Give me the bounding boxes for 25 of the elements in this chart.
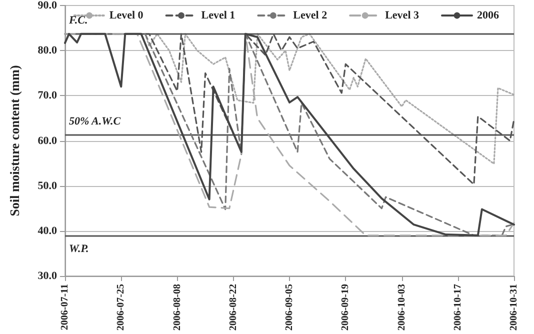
y-tick-label: 90.0 (38, 0, 58, 12)
y-tick-label: 80.0 (38, 44, 58, 57)
legend-label: Level 3 (385, 10, 420, 22)
legend-label: 2006 (477, 10, 500, 22)
x-tick-label: 2006-08-08 (172, 284, 183, 331)
ref-line-label: 50% A.W.C (69, 115, 122, 128)
x-tick-label: 2006-09-19 (340, 284, 352, 331)
x-tick-label: 2006-10-17 (452, 284, 464, 331)
x-tick-label: 2006-07-11 (60, 284, 70, 330)
y-tick-label: 60.0 (38, 134, 58, 147)
y-tick-label: 30.0 (38, 270, 58, 282)
ref-line-label: F.C. (68, 14, 88, 26)
y-tick-label: 50.0 (38, 180, 58, 192)
x-tick-label: 2006-10-31 (508, 284, 520, 331)
y-axis-title: Soil moisture content (mm) (7, 65, 22, 216)
y-tick-label: 70.0 (38, 90, 58, 102)
y-tick-label: 40.0 (38, 224, 58, 237)
x-tick-label: 2006-10-03 (396, 284, 408, 331)
legend-label: Level 1 (201, 10, 236, 22)
ref-line-label: W.P. (69, 242, 89, 255)
legend-label: Level 0 (109, 10, 144, 22)
x-tick-label: 2006-07-25 (116, 284, 127, 331)
legend-label: Level 2 (293, 10, 328, 22)
x-tick-label: 2006-08-22 (228, 284, 239, 331)
x-tick-label: 2006-09-05 (284, 284, 295, 331)
